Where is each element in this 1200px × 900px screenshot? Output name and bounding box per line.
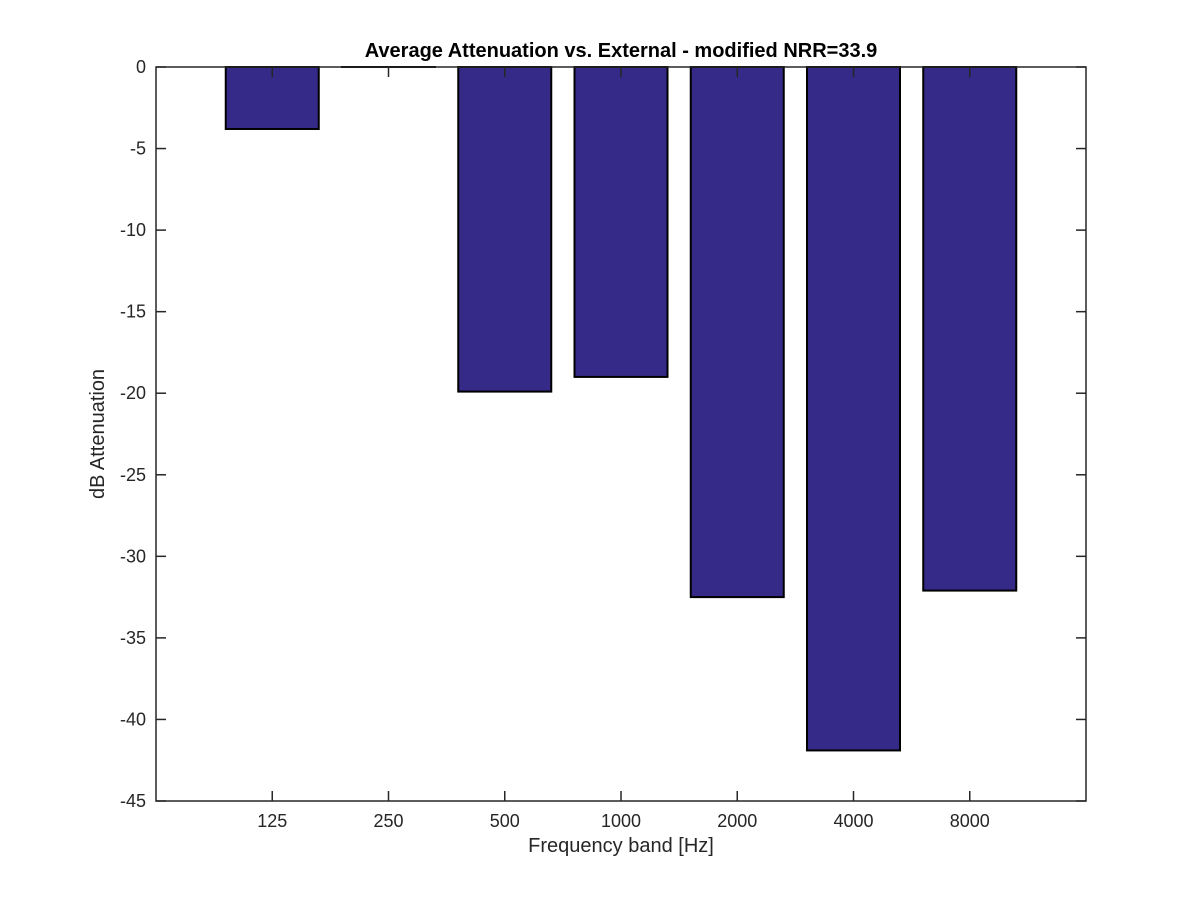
y-tick-label: -25	[120, 465, 146, 485]
y-tick-label: -35	[120, 628, 146, 648]
x-tick-label: 8000	[950, 811, 990, 831]
bar-1000	[573, 66, 669, 378]
y-tick-label: 0	[136, 57, 146, 77]
y-tick-label: -10	[120, 220, 146, 240]
y-axis-title: dB Attenuation	[87, 369, 109, 499]
bar-4000	[806, 66, 901, 752]
x-tick-label: 125	[257, 811, 287, 831]
x-tick-label: 2000	[717, 811, 757, 831]
x-tick-label: 1000	[601, 811, 641, 831]
x-axis-title: Frequency band [Hz]	[528, 835, 714, 857]
y-tick-label: -30	[120, 546, 146, 566]
x-tick-label: 500	[490, 811, 520, 831]
y-tick-label: -5	[130, 139, 146, 159]
bar-8000	[922, 66, 1018, 592]
x-tick-label: 250	[373, 811, 403, 831]
bar-500	[457, 66, 553, 393]
ticks-group	[156, 66, 1086, 802]
bar-125	[224, 66, 320, 130]
y-tick-label: -15	[120, 302, 146, 322]
bars-group	[224, 66, 1018, 752]
chart-title: Average Attenuation vs. External - modif…	[365, 40, 878, 62]
x-tick-label: 4000	[833, 811, 873, 831]
y-tick-labels: 0 -5 -10 -15 -20 -25 -30 -35 -40 -45	[120, 57, 146, 811]
bar-2000	[689, 66, 785, 599]
y-tick-label: -40	[120, 709, 146, 729]
x-tick-labels: 125 250 500 1000 2000 4000 8000	[257, 811, 990, 831]
y-tick-label: -45	[120, 791, 146, 811]
y-tick-label: -20	[120, 383, 146, 403]
